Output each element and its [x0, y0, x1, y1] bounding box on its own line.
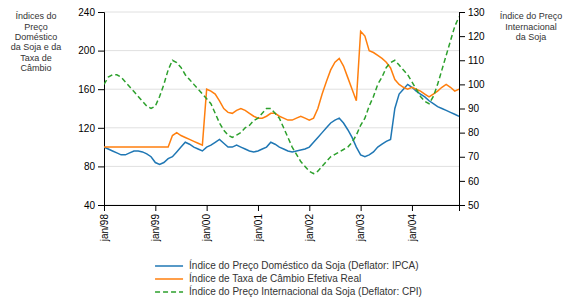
y2-tick-label: 110 — [468, 55, 484, 66]
legend-item: Índice de Taxa de Câmbio Efetiva Real — [155, 272, 361, 284]
y2-axis: 50 60 70 80 90 100 110 120 130 — [459, 7, 485, 211]
y-tick-mark — [98, 12, 104, 13]
y-tick: 80 — [84, 161, 104, 172]
y-tick-label: 120 — [78, 123, 95, 134]
y2-tick-mark — [459, 84, 465, 85]
x-tick-label: jan/99 — [150, 214, 161, 243]
x-tick-mark — [155, 205, 156, 211]
lines — [104, 17, 459, 174]
y2-tick: 100 — [459, 79, 485, 90]
y-tick-mark — [98, 205, 104, 206]
legend-label: Índice do Preço Doméstico da Soja (Defla… — [189, 259, 419, 271]
y2-tick-label: 80 — [468, 127, 480, 138]
y-tick-mark — [98, 128, 104, 129]
x-tick-mark — [258, 205, 259, 211]
y2-tick-mark — [459, 109, 465, 110]
legend-swatch — [155, 265, 183, 267]
y2-axis-line — [460, 13, 466, 206]
grid — [104, 12, 459, 205]
y2-tick: 80 — [459, 127, 480, 138]
legend-swatch — [155, 278, 183, 280]
y2-tick: 110 — [459, 55, 484, 66]
plot: jan/98 jan/99 jan/00 jan/01 jan/02 jan/03 jan/… — [11, 7, 563, 243]
x-tick-mark — [412, 205, 413, 211]
x-tick-label: jan/04 — [407, 214, 418, 243]
legend: Índice do Preço Doméstico da Soja (Defla… — [155, 259, 422, 297]
x-tick: jan/01 — [253, 205, 264, 242]
x-tick: jan/03 — [355, 205, 366, 242]
x-tick-label: jan/03 — [355, 214, 366, 243]
y2-tick-label: 130 — [468, 7, 485, 18]
x-tick-mark — [309, 205, 310, 211]
y2-tick: 90 — [459, 103, 480, 114]
y-tick-label: 160 — [78, 84, 95, 95]
grid-line — [104, 12, 459, 13]
y2-tick-mark — [459, 205, 465, 206]
x-tick: jan/00 — [201, 205, 212, 242]
series-line — [104, 17, 459, 174]
y-tick: 120 — [78, 123, 104, 134]
y-tick-label: 40 — [84, 200, 96, 211]
chart: jan/98 jan/99 jan/00 jan/01 jan/02 jan/03 jan/… — [0, 0, 577, 305]
y-tick-mark — [98, 51, 104, 52]
y2-tick-mark — [459, 60, 465, 61]
legend-label: Índice do Preço Internacional da Soja (D… — [189, 285, 422, 297]
y2-tick: 70 — [459, 151, 480, 162]
y2-tick-label: 90 — [468, 103, 480, 114]
y2-tick-mark — [459, 36, 465, 37]
x-tick-label: jan/02 — [304, 214, 315, 243]
grid-line — [104, 127, 459, 128]
y2-tick-label: 120 — [468, 31, 485, 42]
y-axis: 40 80 120 160 200 240 — [78, 7, 104, 211]
y2-tick-mark — [459, 12, 465, 13]
y-tick: 240 — [78, 7, 104, 18]
series-line — [104, 31, 459, 147]
y-axis-line — [98, 13, 105, 206]
x-tick-label: jan/98 — [99, 214, 110, 243]
y2-tick-mark — [459, 133, 465, 134]
x-tick-label: jan/00 — [201, 214, 212, 243]
y2-tick: 130 — [459, 7, 485, 18]
y-axis-title: Índices doPreçoDomésticoda Soja e daTaxa… — [11, 11, 62, 73]
legend-item: Índice do Preço Internacional da Soja (D… — [155, 285, 422, 297]
legend-swatch — [155, 291, 183, 293]
y2-tick-label: 50 — [468, 200, 480, 211]
y2-tick-label: 60 — [468, 176, 480, 187]
x-tick: jan/98 — [99, 205, 110, 242]
y-tick: 40 — [84, 200, 104, 211]
y2-tick: 120 — [459, 31, 485, 42]
y-tick-mark — [98, 166, 104, 167]
y2-tick: 60 — [459, 176, 480, 187]
y2-tick-mark — [459, 157, 465, 158]
y-tick-label: 200 — [78, 45, 95, 56]
y-tick-label: 240 — [78, 7, 95, 18]
y2-tick: 50 — [459, 200, 480, 211]
x-tick-label: jan/01 — [253, 214, 264, 243]
grid-line — [104, 50, 459, 51]
x-tick-mark — [207, 205, 208, 211]
y2-tick-mark — [459, 181, 465, 182]
legend-label: Índice de Taxa de Câmbio Efetiva Real — [189, 272, 361, 284]
x-tick: jan/99 — [150, 205, 161, 242]
y-tick: 200 — [78, 45, 104, 56]
y-tick-label: 80 — [84, 161, 96, 172]
x-tick-mark — [361, 205, 362, 211]
y-tick: 160 — [78, 84, 104, 95]
x-axis: jan/98 jan/99 jan/00 jan/01 jan/02 jan/03 jan/… — [99, 205, 460, 242]
grid-line — [104, 166, 459, 167]
y2-tick-label: 70 — [468, 151, 480, 162]
x-axis-line — [105, 206, 460, 212]
legend-item: Índice do Preço Doméstico da Soja (Defla… — [155, 259, 419, 271]
x-tick: jan/04 — [407, 205, 418, 242]
x-tick: jan/02 — [304, 205, 315, 242]
y2-axis-title: Índice do PreçoInternacionalda Soja — [500, 11, 563, 42]
y2-tick-label: 100 — [468, 79, 485, 90]
y-tick-mark — [98, 89, 104, 90]
